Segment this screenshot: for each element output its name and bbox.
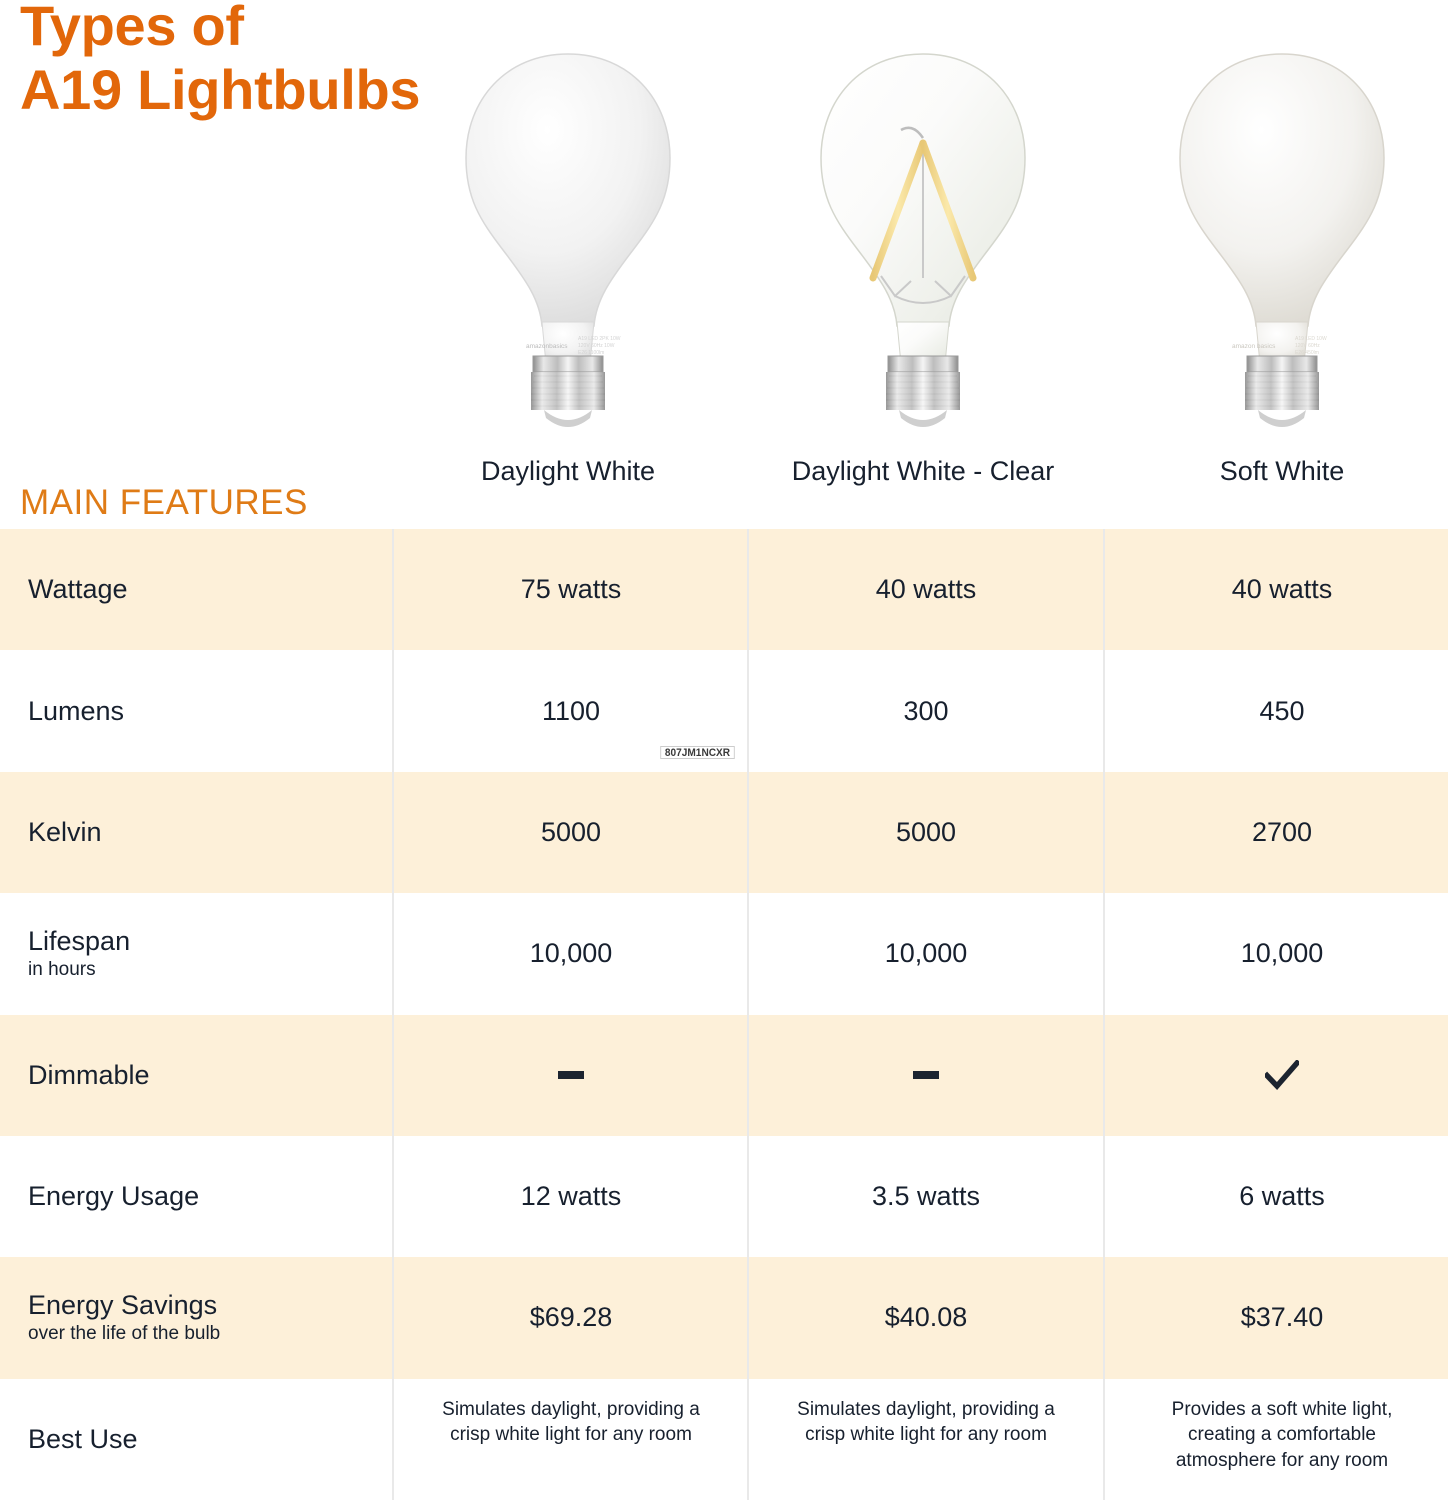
svg-text:120V 60Hz 10W: 120V 60Hz 10W (578, 343, 615, 349)
svg-text:120V 60Hz: 120V 60Hz (1295, 343, 1320, 349)
svg-text:E26 450lm: E26 450lm (1295, 350, 1319, 356)
svg-text:A19 LED 2PK 10W: A19 LED 2PK 10W (578, 336, 621, 342)
svg-text:amazon basics: amazon basics (1232, 343, 1276, 350)
svg-text:E26 1100lm: E26 1100lm (578, 350, 604, 356)
svg-text:amazonbasics: amazonbasics (526, 343, 568, 350)
svg-text:A19 LED 10W: A19 LED 10W (1295, 336, 1327, 342)
